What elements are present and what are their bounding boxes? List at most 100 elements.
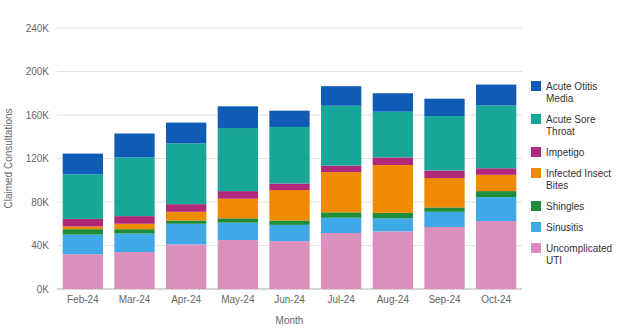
x-tick-label: Jun-24	[274, 294, 305, 305]
bar-segment	[269, 127, 309, 184]
y-tick-label: 200K	[26, 66, 50, 77]
bar-segment	[321, 172, 361, 212]
legend-label: Acute OtitisMedia	[546, 81, 597, 104]
x-tick-label: Apr-24	[171, 294, 201, 305]
bar-segment	[476, 175, 516, 191]
bar-segment	[373, 231, 413, 289]
bar-segment	[424, 99, 464, 116]
bar-segment	[476, 168, 516, 175]
y-tick-label: 120K	[26, 153, 50, 164]
bar-segment	[63, 229, 103, 234]
bars	[63, 85, 517, 289]
grid-line	[57, 71, 522, 72]
bar-segment	[218, 218, 258, 222]
bar-segment	[166, 220, 206, 223]
bar-segment	[114, 252, 154, 289]
bar-segment	[166, 224, 206, 245]
y-tick-label: 40K	[31, 240, 49, 251]
bar-segment	[269, 241, 309, 289]
bar-segment	[424, 170, 464, 178]
bar-segment	[476, 105, 516, 168]
bar-segment	[321, 106, 361, 166]
x-tick-label: Feb-24	[67, 294, 99, 305]
legend-label: Acute SoreThroat	[546, 114, 596, 137]
bar-segment	[63, 154, 103, 175]
legend-label: Impetigo	[546, 147, 585, 158]
bar-segment	[218, 191, 258, 199]
legend-swatch	[531, 168, 541, 178]
legend-swatch	[531, 147, 541, 157]
legend-swatch	[531, 114, 541, 124]
y-tick-label: 0K	[37, 284, 50, 295]
legend-swatch	[531, 243, 541, 253]
y-axis-title: Claimed Consultations	[3, 108, 14, 208]
y-axis: 0K 40K 80K 120K 160K 200K 240K	[26, 23, 522, 295]
bar-segment	[269, 220, 309, 224]
bar-segment	[373, 218, 413, 231]
legend-swatch	[531, 201, 541, 211]
bar-segment	[218, 128, 258, 191]
legend-label: UncomplicatedUTI	[546, 243, 612, 266]
bar-segment	[476, 191, 516, 197]
x-tick-label: Oct-24	[481, 294, 511, 305]
legend: Acute OtitisMedia Acute SoreThroat Impetig…	[531, 81, 612, 266]
bar-segment	[218, 199, 258, 219]
bar-segment	[424, 178, 464, 207]
bar-segment	[114, 216, 154, 224]
bar-segment	[373, 112, 413, 158]
bar-segment	[218, 240, 258, 289]
x-tick-label: Mar-24	[119, 294, 151, 305]
x-axis: Feb-24 Mar-24 Apr-24 May-24 Jun-24 Jul-24 Aug-…	[67, 294, 512, 305]
legend-swatch	[531, 81, 541, 91]
x-tick-label: Aug-24	[377, 294, 410, 305]
bar-segment	[373, 93, 413, 111]
bar-segment	[166, 143, 206, 204]
bar-segment	[269, 190, 309, 220]
x-tick-label: May-24	[221, 294, 255, 305]
bar-segment	[321, 233, 361, 289]
bar-segment	[218, 223, 258, 240]
bar-segment	[218, 106, 258, 128]
y-tick-label: 160K	[26, 110, 50, 121]
bar-segment	[63, 219, 103, 227]
bar-segment	[114, 133, 154, 157]
grid-line	[57, 28, 522, 29]
bar-segment	[321, 86, 361, 106]
x-tick-label: Sep-24	[428, 294, 461, 305]
bar-segment	[424, 227, 464, 289]
bar-segment	[269, 111, 309, 127]
legend-swatch	[531, 222, 541, 232]
bar-segment	[63, 226, 103, 229]
bar-segment	[63, 174, 103, 219]
bar-segment	[424, 212, 464, 227]
bar-segment	[424, 207, 464, 211]
bar-segment	[114, 229, 154, 233]
bar-segment	[269, 184, 309, 191]
y-tick-label: 80K	[31, 197, 49, 208]
bar-segment	[114, 234, 154, 252]
x-tick-label: Jul-24	[328, 294, 356, 305]
bar-segment	[476, 221, 516, 289]
bar-segment	[321, 166, 361, 173]
y-tick-label: 240K	[26, 23, 50, 34]
bar-segment	[424, 116, 464, 170]
bar-segment	[476, 197, 516, 221]
bar-segment	[373, 157, 413, 165]
chart: 0K 40K 80K 120K 160K 200K 240K Feb-24 Mar-24 Apr-…	[0, 0, 624, 333]
bar-segment	[373, 165, 413, 213]
bar-segment	[166, 204, 206, 212]
bar-segment	[114, 224, 154, 229]
x-axis-title: Month	[276, 315, 304, 326]
bar-segment	[114, 157, 154, 216]
bar-segment	[476, 85, 516, 106]
legend-label: Shingles	[546, 201, 584, 212]
bar-segment	[321, 218, 361, 233]
legend-label: Infected InsectBites	[546, 168, 611, 191]
bar-segment	[166, 244, 206, 289]
bar-segment	[321, 212, 361, 217]
legend-label: Sinusitis	[546, 222, 583, 233]
bar-segment	[166, 123, 206, 144]
bar-segment	[269, 225, 309, 241]
bar-segment	[373, 213, 413, 218]
bar-segment	[166, 212, 206, 221]
